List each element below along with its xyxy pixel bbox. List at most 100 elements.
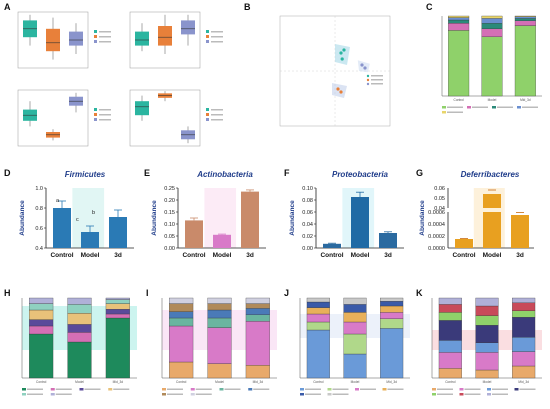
legend-text-placeholder: [55, 393, 72, 395]
legend-swatch: [206, 108, 209, 111]
legend-swatch: [355, 388, 359, 391]
x-category-label: Mid_3d: [518, 380, 529, 384]
x-category-label: 3d: [114, 252, 122, 259]
legend-swatch: [94, 108, 97, 111]
legend-text-placeholder: [55, 388, 72, 390]
legend-swatch: [366, 74, 370, 78]
panel-label-g: G: [416, 168, 424, 178]
stacked-segment: [380, 328, 404, 379]
x-category-label: 3d: [246, 252, 254, 259]
y-tick-label: 0.04: [434, 206, 445, 212]
stacked-segment: [169, 325, 194, 363]
y-tick-label: 0.4: [35, 246, 43, 252]
stacked-segment: [29, 333, 54, 379]
stacked-segment: [245, 297, 270, 304]
stacked-segment: [481, 36, 503, 97]
subplot-frame: [129, 89, 201, 147]
legend-swatch: [467, 106, 471, 109]
stacked-segment: [245, 314, 270, 322]
panel-label-a: A: [4, 2, 11, 12]
legend-text-placeholder: [167, 393, 183, 395]
stacked-segment: [475, 315, 499, 326]
stacked-segment: [475, 352, 499, 371]
stacked-segment: [207, 363, 232, 379]
stacked-segment: [207, 297, 232, 304]
stacked-segment: [475, 342, 499, 353]
legend-text-placeholder: [305, 388, 321, 390]
scatter-point: [340, 57, 344, 61]
stacked-segment: [514, 16, 536, 19]
stacked-segment: [481, 28, 503, 37]
x-category-label: Mid_3d: [253, 380, 264, 384]
scatter-point: [363, 66, 367, 70]
x-category-label: Model: [351, 252, 370, 259]
legend-text-placeholder: [387, 388, 404, 390]
group-hull: [357, 60, 370, 73]
chart-title-deferribacteres: Deferribacteres: [460, 170, 520, 179]
y-tick-label: 0.08: [302, 198, 313, 204]
legend-text-placeholder: [492, 393, 508, 395]
x-category-label: Model: [75, 380, 84, 384]
stacked-segment: [306, 321, 330, 331]
stacked-segment: [438, 368, 462, 379]
y-tick-label: 0.10: [302, 186, 313, 192]
subplot-frame: [17, 89, 89, 147]
x-category-label: Model: [81, 252, 100, 259]
legend-text-placeholder: [211, 114, 223, 116]
stacked-segment: [380, 305, 404, 313]
legend-text-placeholder: [371, 75, 383, 77]
stacked-segment: [438, 312, 462, 321]
y-axis-title: Abundance: [289, 200, 296, 236]
stacked-segment: [438, 297, 462, 305]
stacked-segment: [67, 304, 92, 314]
stacked-segment: [29, 309, 54, 320]
legend-swatch: [248, 388, 253, 391]
bar: [81, 232, 99, 248]
significance-letter: a: [56, 198, 60, 204]
bar: [53, 208, 71, 248]
stacked-segment: [380, 318, 404, 329]
legend-text-placeholder: [360, 388, 376, 390]
bar-lower: [483, 212, 501, 248]
legend-swatch: [300, 388, 304, 391]
stacked-segment: [29, 319, 54, 327]
scatter-point: [339, 51, 343, 55]
legend-text-placeholder: [211, 119, 223, 121]
bar: [455, 239, 473, 248]
stacked-segment: [448, 30, 470, 97]
x-category-label: Mid_3d: [386, 380, 397, 384]
y-tick-label: 0.0006: [428, 210, 445, 216]
stacked-segment: [245, 321, 270, 366]
y-tick-label: 0.0000: [428, 246, 445, 252]
x-category-label: 3d: [516, 252, 524, 259]
stacked-segment: [207, 317, 232, 328]
legend-text-placeholder: [332, 388, 349, 390]
stacked-segment: [343, 333, 367, 355]
y-tick-label: 0.25: [164, 186, 175, 192]
stacked-segment: [67, 332, 92, 343]
x-category-label: Model: [483, 380, 492, 384]
stacked-segment: [105, 317, 130, 379]
stacked-segment: [438, 320, 462, 341]
legend-swatch: [432, 393, 436, 396]
x-category-label: Control: [452, 252, 475, 259]
x-category-label: Model: [351, 380, 360, 384]
stacked-bar-panel-c: Control Model Mid_3d: [441, 15, 542, 114]
x-category-label: Control: [36, 380, 47, 384]
chart-title-firmicutes: Firmicutes: [64, 170, 106, 179]
stacked-bar-panel-i: Control Model Mid_3d: [161, 297, 277, 396]
stacked-segment: [169, 311, 194, 319]
legend-text-placeholder: [99, 31, 111, 33]
stacked-segment: [481, 18, 503, 24]
stacked-segment: [343, 321, 367, 335]
legend-swatch: [22, 393, 26, 396]
stacked-segment: [438, 340, 462, 353]
legend-text-placeholder: [332, 393, 349, 395]
legend-swatch: [108, 388, 113, 391]
x-category-label: Model: [483, 252, 502, 259]
y-axis-title: Abundance: [19, 200, 26, 236]
legend-text-placeholder: [522, 106, 538, 108]
legend-swatch: [206, 30, 209, 33]
stacked-segment: [512, 351, 536, 367]
stacked-segment: [343, 312, 367, 323]
